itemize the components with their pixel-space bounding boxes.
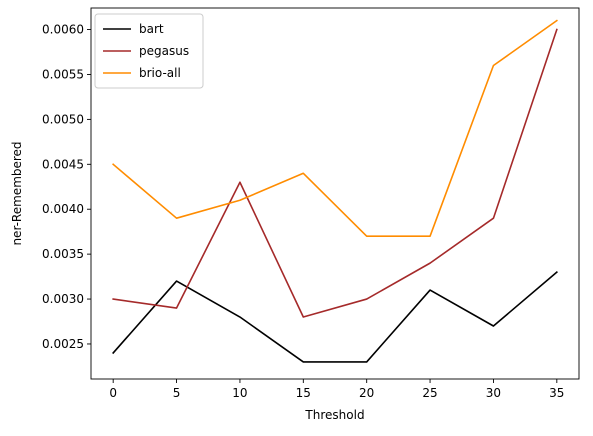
- data-point-brio-all-0: [112, 163, 114, 165]
- data-point-brio-all-1: [175, 217, 177, 219]
- data-point-brio-all-7: [556, 19, 558, 21]
- data-point-bart-5: [429, 289, 431, 291]
- data-point-bart-3: [302, 361, 304, 363]
- x-tick-label: 25: [422, 386, 437, 400]
- data-point-bart-1: [175, 280, 177, 282]
- data-point-bart-0: [112, 352, 114, 354]
- series-line-pegasus: [112, 28, 558, 318]
- legend-label-brio-all: brio-all: [139, 66, 181, 80]
- x-axis-label: Threshold: [304, 408, 364, 422]
- axes-frame: [90, 7, 580, 380]
- data-point-brio-all-5: [429, 235, 431, 237]
- x-tick-label: 5: [173, 386, 181, 400]
- x-tick-label: 20: [359, 386, 374, 400]
- data-point-pegasus-1: [175, 307, 177, 309]
- data-point-bart-4: [365, 361, 367, 363]
- legend-label-bart: bart: [139, 22, 164, 36]
- y-axis-label: ner-Remembered: [10, 141, 24, 245]
- legend-label-pegasus: pegasus: [139, 44, 189, 58]
- data-point-bart-7: [556, 271, 558, 273]
- y-tick-label: 0.0040: [42, 202, 84, 216]
- y-tick-label: 0.0045: [42, 157, 84, 171]
- legend-frame: [94, 13, 204, 89]
- data-point-pegasus-6: [492, 217, 494, 219]
- data-point-brio-all-2: [239, 199, 241, 201]
- series-line-brio-all: [112, 19, 558, 237]
- y-axis-ticks: 0.0025 0.0030 0.0035 0.0040 0.0045 0.0050 0.00…: [42, 23, 91, 351]
- legend: bart pegasus brio-all: [94, 13, 204, 89]
- data-point-pegasus-3: [302, 316, 304, 318]
- data-point-pegasus-0: [112, 298, 114, 300]
- y-tick-label: 0.0050: [42, 112, 84, 126]
- x-tick-label: 0: [109, 386, 117, 400]
- data-point-brio-all-4: [365, 235, 367, 237]
- y-tick-label: 0.0055: [42, 67, 84, 81]
- x-tick-label: 35: [549, 386, 564, 400]
- data-point-pegasus-7: [556, 28, 558, 30]
- data-point-pegasus-2: [239, 181, 241, 183]
- x-axis-ticks: 0 5 10 15 20 25 30 35: [109, 379, 564, 400]
- y-tick-label: 0.0060: [42, 23, 84, 37]
- y-tick-label: 0.0030: [42, 292, 84, 306]
- x-tick-label: 15: [296, 386, 311, 400]
- plot-area: [90, 7, 580, 380]
- data-point-bart-6: [492, 325, 494, 327]
- y-tick-label: 0.0025: [42, 337, 84, 351]
- data-point-bart-2: [239, 316, 241, 318]
- data-point-brio-all-3: [302, 172, 304, 174]
- data-point-pegasus-5: [429, 262, 431, 264]
- y-tick-label: 0.0035: [42, 247, 84, 261]
- x-tick-label: 30: [486, 386, 501, 400]
- data-point-brio-all-6: [492, 64, 494, 66]
- data-point-pegasus-4: [365, 298, 367, 300]
- x-tick-label: 10: [232, 386, 247, 400]
